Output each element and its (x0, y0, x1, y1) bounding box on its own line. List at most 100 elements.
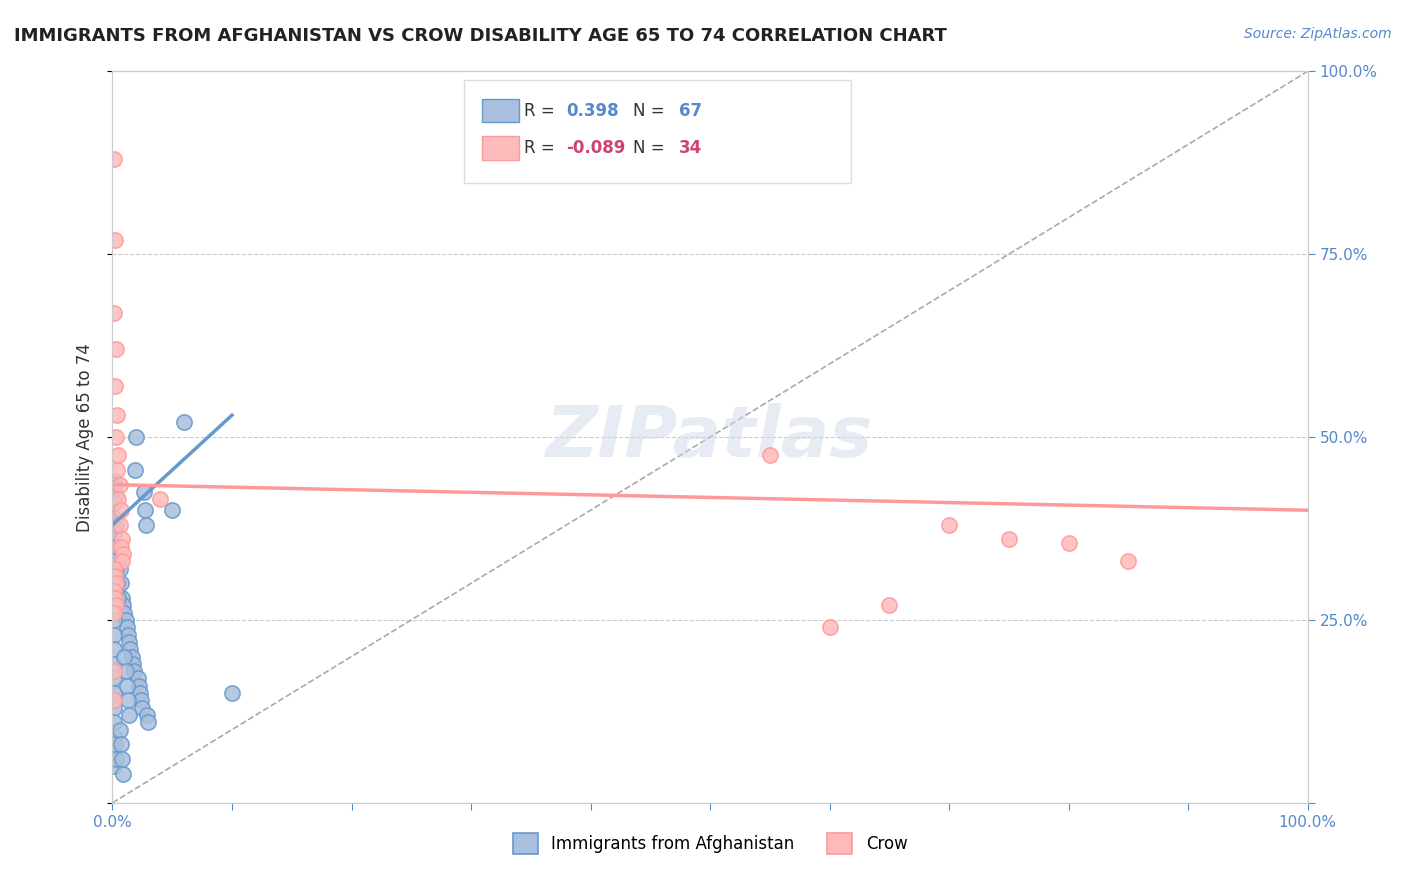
Point (103, 627, 125, 641)
Point (173, 416, 195, 430)
Point (103, 700, 125, 714)
Text: IMMIGRANTS FROM AFGHANISTAN VS CROW DISABILITY AGE 65 TO 74 CORRELATION CHART: IMMIGRANTS FROM AFGHANISTAN VS CROW DISA… (14, 27, 946, 45)
Point (129, 686, 152, 700)
Text: R =: R = (524, 139, 561, 157)
Point (112, 766, 135, 780)
Point (103, 481, 125, 495)
Point (128, 679, 150, 693)
Point (104, 569, 127, 583)
Point (103, 730, 125, 744)
Point (103, 693, 125, 707)
Point (105, 463, 128, 477)
Point (103, 474, 125, 488)
Text: ZIPatlas: ZIPatlas (547, 402, 873, 472)
Point (114, 664, 136, 678)
Point (129, 693, 152, 707)
Point (103, 496, 125, 510)
Point (122, 664, 145, 678)
Point (103, 715, 125, 730)
Point (125, 430, 148, 444)
Point (136, 708, 159, 723)
Point (111, 591, 134, 605)
Point (759, 448, 782, 462)
Point (105, 408, 128, 422)
Point (107, 554, 129, 568)
Point (103, 569, 125, 583)
Point (103, 672, 125, 686)
Point (117, 627, 139, 641)
Point (120, 642, 142, 657)
Text: 67: 67 (679, 102, 702, 120)
Text: 0.398: 0.398 (567, 102, 619, 120)
Point (103, 664, 125, 678)
Point (124, 463, 146, 477)
Point (103, 510, 125, 524)
Point (138, 715, 160, 730)
Text: -0.089: -0.089 (567, 139, 626, 157)
Text: 34: 34 (679, 139, 703, 157)
Point (104, 379, 127, 393)
Point (111, 554, 134, 568)
Point (110, 540, 132, 554)
Point (112, 599, 135, 613)
Point (103, 306, 125, 320)
Point (998, 533, 1021, 547)
Text: N =: N = (633, 139, 669, 157)
Point (103, 525, 125, 540)
Point (108, 562, 131, 576)
Point (104, 489, 127, 503)
Point (103, 759, 125, 773)
Point (103, 745, 125, 759)
Point (114, 613, 136, 627)
Point (110, 503, 132, 517)
Point (104, 233, 127, 247)
Point (134, 503, 156, 517)
Point (105, 343, 128, 357)
Point (162, 503, 183, 517)
Point (105, 576, 128, 591)
Point (111, 533, 134, 547)
Point (105, 430, 128, 444)
Point (111, 752, 134, 766)
Point (107, 492, 129, 507)
Point (108, 477, 131, 491)
Point (103, 686, 125, 700)
Point (105, 576, 128, 591)
Point (103, 657, 125, 671)
Point (1118, 554, 1140, 568)
Y-axis label: Disability Age 65 to 74: Disability Age 65 to 74 (76, 343, 94, 532)
Text: R =: R = (524, 102, 561, 120)
Text: N =: N = (633, 102, 669, 120)
Point (132, 485, 155, 500)
Point (105, 599, 128, 613)
Point (938, 517, 960, 532)
Point (104, 591, 127, 605)
Point (110, 737, 132, 751)
Point (103, 554, 125, 568)
Point (103, 642, 125, 657)
Point (118, 708, 141, 723)
Point (103, 606, 125, 620)
Point (105, 540, 128, 554)
Point (110, 576, 132, 591)
Point (135, 517, 157, 532)
Point (105, 752, 128, 766)
Point (103, 583, 125, 598)
Point (103, 540, 125, 554)
Point (108, 517, 131, 532)
Point (103, 599, 125, 613)
Point (103, 562, 125, 576)
Point (121, 649, 143, 664)
Point (117, 693, 139, 707)
Point (115, 620, 138, 634)
Point (879, 599, 901, 613)
Point (107, 591, 129, 605)
Point (105, 562, 128, 576)
Point (127, 672, 149, 686)
Text: Source: ZipAtlas.com: Source: ZipAtlas.com (1244, 27, 1392, 41)
Point (1057, 536, 1080, 550)
Point (121, 657, 143, 671)
Legend: Immigrants from Afghanistan, Crow: Immigrants from Afghanistan, Crow (506, 827, 914, 860)
Point (131, 700, 153, 714)
Point (105, 517, 128, 532)
